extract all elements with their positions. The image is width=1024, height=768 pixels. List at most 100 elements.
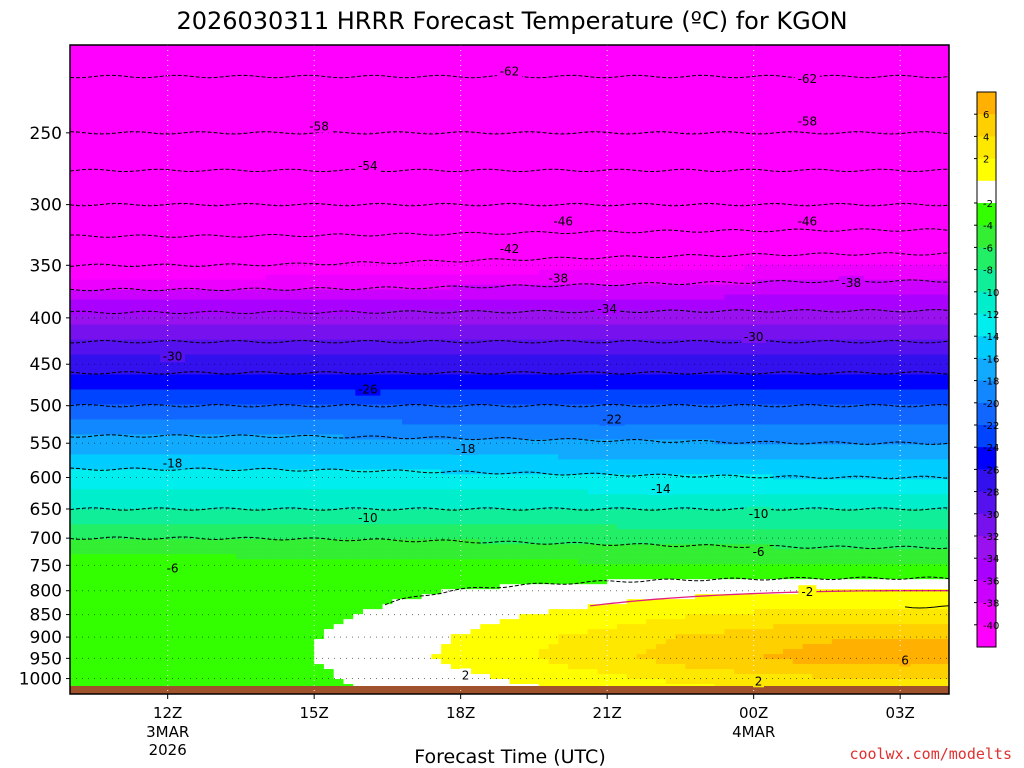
temperature-cell — [128, 99, 139, 106]
temperature-cell — [382, 499, 393, 505]
temperature-cell — [79, 444, 91, 450]
temperature-cell — [216, 474, 227, 480]
temperature-cell — [392, 289, 403, 296]
temperature-cell — [245, 549, 257, 555]
temperature-cell — [372, 549, 384, 555]
temperature-cell — [245, 619, 257, 625]
temperature-cell — [314, 379, 325, 386]
temperature-cell — [294, 144, 305, 151]
temperature-cell — [255, 139, 266, 146]
temperature-cell — [353, 274, 364, 281]
temperature-cell — [275, 174, 286, 181]
temperature-cell — [294, 679, 305, 685]
temperature-cell — [79, 629, 91, 635]
temperature-cell — [284, 294, 296, 301]
temperature-cell — [314, 164, 325, 171]
temperature-cell — [265, 529, 276, 535]
temperature-cell — [343, 274, 354, 281]
temperature-cell — [99, 614, 110, 620]
temperature-cell — [206, 134, 218, 141]
temperature-cell — [157, 659, 169, 665]
temperature-cell — [392, 514, 403, 520]
temperature-cell — [372, 569, 384, 575]
temperature-cell — [79, 359, 91, 366]
temperature-cell — [99, 189, 110, 196]
temperature-cell — [333, 94, 345, 101]
temperature-cell — [236, 649, 247, 655]
temperature-cell — [70, 569, 81, 575]
temperature-cell — [236, 524, 247, 530]
temperature-cell — [343, 239, 354, 246]
temperature-cell — [187, 389, 198, 396]
temperature-cell — [196, 459, 208, 465]
temperature-cell — [255, 564, 266, 570]
temperature-cell — [236, 504, 247, 510]
temperature-cell — [275, 279, 286, 286]
temperature-cell — [411, 584, 423, 590]
temperature-cell — [70, 299, 81, 306]
temperature-cell — [441, 299, 452, 306]
temperature-cell — [79, 349, 91, 356]
temperature-cell — [363, 574, 374, 580]
temperature-cell — [314, 254, 325, 261]
temperature-cell — [284, 389, 296, 396]
temperature-cell — [343, 264, 354, 271]
temperature-cell — [157, 589, 169, 595]
temperature-cell — [70, 439, 81, 445]
temperature-cell — [138, 554, 149, 560]
temperature-cell — [363, 399, 374, 406]
temperature-cell — [99, 204, 110, 211]
temperature-cell — [294, 254, 305, 261]
temperature-cell — [148, 229, 159, 236]
temperature-cell — [89, 219, 100, 226]
temperature-cell — [177, 649, 188, 655]
temperature-cell — [314, 569, 325, 575]
temperature-cell — [89, 549, 100, 555]
temperature-cell — [157, 64, 169, 71]
temperature-cell — [206, 349, 218, 356]
temperature-cell — [128, 169, 139, 176]
temperature-cell — [167, 59, 179, 66]
temperature-cell — [89, 54, 100, 61]
temperature-cell — [431, 189, 442, 196]
temperature-cell — [118, 49, 130, 56]
temperature-cell — [118, 469, 130, 475]
temperature-cell — [294, 549, 305, 555]
temperature-cell — [89, 269, 100, 276]
temperature-cell — [372, 624, 384, 630]
temperature-cell — [343, 169, 354, 176]
temperature-cell — [382, 54, 393, 61]
temperature-cell — [216, 539, 227, 545]
temperature-cell — [431, 604, 442, 610]
temperature-cell — [294, 94, 305, 101]
temperature-cell — [323, 344, 335, 351]
temperature-cell — [402, 649, 413, 655]
temperature-cell — [392, 229, 403, 236]
temperature-cell — [294, 629, 305, 635]
temperature-cell — [314, 464, 325, 470]
temperature-cell — [70, 254, 81, 261]
temperature-cell — [363, 504, 374, 510]
temperature-cell — [138, 319, 149, 326]
temperature-cell — [89, 119, 100, 126]
temperature-cell — [148, 304, 159, 311]
temperature-cell — [343, 199, 354, 206]
temperature-cell — [284, 284, 296, 291]
temperature-cell — [411, 359, 423, 366]
temperature-cell — [148, 484, 159, 490]
temperature-cell — [392, 354, 403, 361]
temperature-cell — [304, 554, 315, 560]
temperature-cell — [353, 429, 364, 435]
temperature-cell — [294, 434, 305, 440]
temperature-cell — [216, 344, 227, 351]
temperature-cell — [196, 45, 208, 51]
temperature-cell — [294, 294, 305, 301]
temperature-cell — [411, 549, 423, 555]
temperature-cell — [294, 219, 305, 226]
temperature-cell — [255, 499, 266, 505]
temperature-cell — [89, 109, 100, 116]
temperature-cell — [226, 529, 237, 535]
temperature-cell — [323, 384, 335, 391]
temperature-cell — [99, 479, 110, 485]
